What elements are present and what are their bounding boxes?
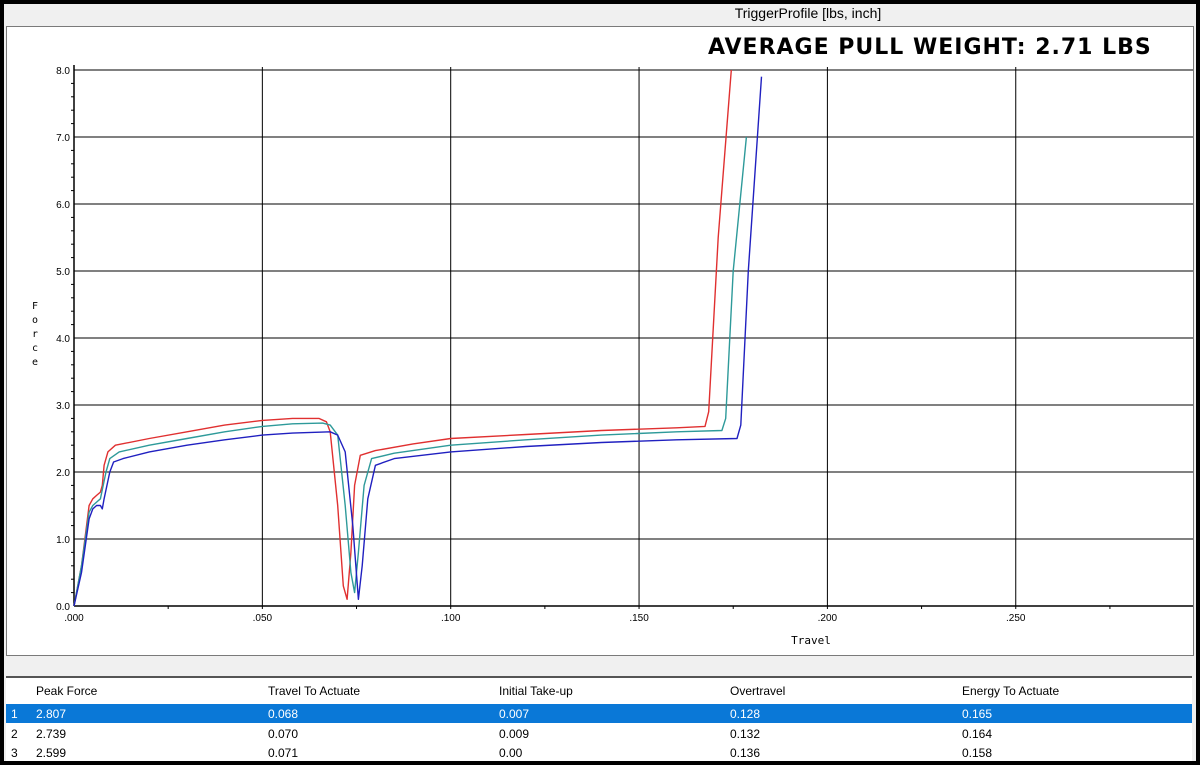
y-tick-label: 5.0 — [56, 267, 70, 278]
results-table: Peak Force Travel To Actuate Initial Tak… — [6, 676, 1192, 761]
chart-title: TriggerProfile [lbs, inch] — [734, 5, 882, 21]
cell-energy-to-actuate: 0.164 — [962, 727, 993, 741]
x-tick-label: .100 — [441, 613, 461, 624]
x-tick-label: .200 — [818, 613, 838, 624]
cell-travel-to-actuate: 0.070 — [268, 727, 299, 741]
x-tick-label: .250 — [1006, 613, 1026, 624]
trigger-profile-chart: 0.0 1.0 2.0 3.0 4.0 5.0 6.0 7.0 8.0 .000 .050 .100.… — [32, 65, 1193, 647]
cell-overtravel: 0.128 — [730, 707, 761, 721]
table-header-row: Peak Force Travel To Actuate Initial Tak… — [6, 682, 1192, 701]
table-row[interactable]: 2 2.739 0.070 0.009 0.132 0.164 — [6, 724, 1192, 743]
column-header-peak-force[interactable]: Peak Force — [36, 684, 98, 698]
cell-initial-take-up: 0.007 — [499, 707, 530, 721]
table-row[interactable]: 1 2.807 0.068 0.007 0.128 0.165 — [6, 704, 1192, 723]
y-tick-label: 2.0 — [56, 468, 70, 479]
cell-peak-force: 2.807 — [36, 707, 67, 721]
cell-peak-force: 2.599 — [36, 746, 67, 760]
y-tick-label: 3.0 — [56, 401, 70, 412]
average-pull-weight-headline: AVERAGE PULL WEIGHT: 2.71 LBS — [708, 35, 1152, 60]
app-window: TriggerProfile [lbs, inch] 0.0 1.0 2.0 3.0 4… — [4, 4, 1196, 761]
y-tick-label: 1.0 — [56, 535, 70, 546]
cell-peak-force: 2.739 — [36, 727, 67, 741]
x-tick-label: .050 — [253, 613, 273, 624]
series-line-3 — [73, 76, 763, 607]
cell-travel-to-actuate: 0.068 — [268, 707, 299, 721]
x-axis-label: Travel — [791, 634, 831, 647]
row-index: 3 — [11, 746, 18, 760]
row-index: 1 — [11, 707, 18, 721]
cell-initial-take-up: 0.00 — [499, 746, 523, 760]
series-line-1 — [73, 69, 732, 607]
column-header-initial-take-up[interactable]: Initial Take-up — [499, 684, 573, 698]
column-header-travel-to-actuate[interactable]: Travel To Actuate — [268, 684, 361, 698]
series-line-2 — [73, 136, 748, 607]
x-tick-label: .150 — [629, 613, 649, 624]
plot-area: 0.0 1.0 2.0 3.0 4.0 5.0 6.0 7.0 8.0 .000 .050 .100.… — [6, 26, 1194, 656]
cell-overtravel: 0.136 — [730, 746, 761, 760]
cell-initial-take-up: 0.009 — [499, 727, 530, 741]
y-tick-label: 4.0 — [56, 334, 70, 345]
y-tick-label: 7.0 — [56, 133, 70, 144]
y-tick-label: 0.0 — [56, 602, 70, 613]
y-tick-label: 8.0 — [56, 66, 70, 77]
cell-overtravel: 0.132 — [730, 727, 761, 741]
cell-travel-to-actuate: 0.071 — [268, 746, 299, 760]
cell-energy-to-actuate: 0.158 — [962, 746, 993, 760]
column-header-energy-to-actuate[interactable]: Energy To Actuate — [962, 684, 1060, 698]
x-tick-label: .000 — [64, 613, 84, 624]
column-header-overtravel[interactable]: Overtravel — [730, 684, 786, 698]
table-row[interactable]: 3 2.599 0.071 0.00 0.136 0.158 — [6, 743, 1192, 761]
row-index: 2 — [11, 727, 18, 741]
cell-energy-to-actuate: 0.165 — [962, 707, 993, 721]
y-tick-label: 6.0 — [56, 200, 70, 211]
